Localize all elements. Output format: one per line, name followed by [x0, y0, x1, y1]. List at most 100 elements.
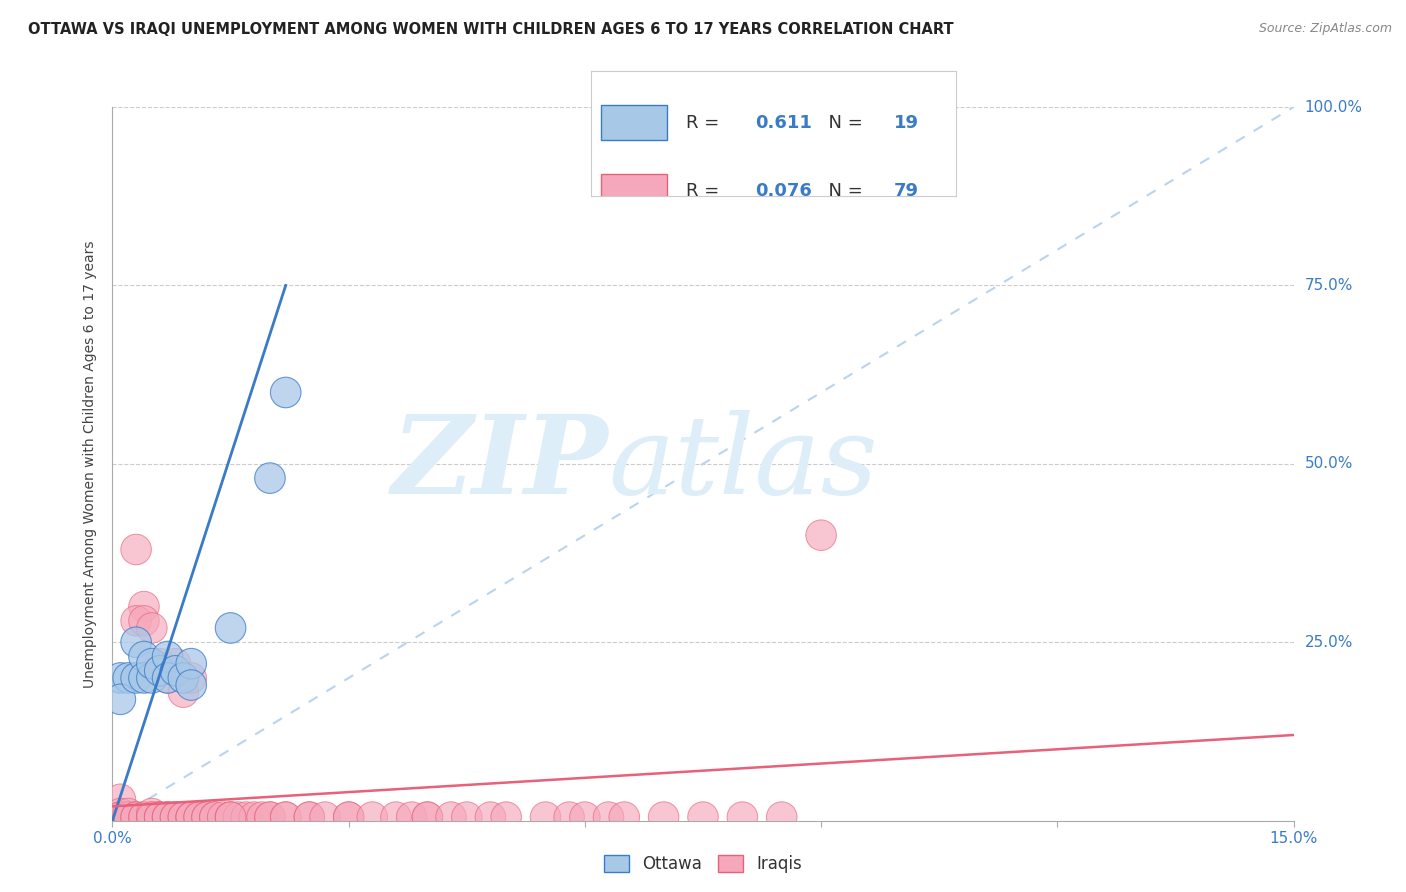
Ellipse shape	[145, 648, 174, 679]
Ellipse shape	[105, 802, 135, 832]
Ellipse shape	[215, 802, 246, 832]
Ellipse shape	[191, 802, 222, 832]
Ellipse shape	[105, 802, 135, 832]
Ellipse shape	[270, 377, 301, 408]
FancyBboxPatch shape	[602, 105, 668, 140]
Ellipse shape	[152, 663, 183, 693]
Ellipse shape	[160, 802, 191, 832]
Ellipse shape	[152, 802, 183, 832]
Ellipse shape	[112, 802, 143, 832]
Ellipse shape	[136, 663, 167, 693]
Ellipse shape	[208, 802, 238, 832]
Ellipse shape	[381, 802, 411, 832]
Ellipse shape	[105, 784, 135, 814]
Ellipse shape	[160, 656, 191, 686]
Ellipse shape	[224, 802, 253, 832]
Ellipse shape	[145, 656, 174, 686]
Ellipse shape	[112, 798, 143, 829]
Ellipse shape	[609, 802, 640, 832]
Ellipse shape	[152, 663, 183, 693]
Ellipse shape	[184, 802, 214, 832]
Text: 0.076: 0.076	[755, 182, 811, 200]
Ellipse shape	[176, 648, 207, 679]
Ellipse shape	[239, 802, 270, 832]
Text: 25.0%: 25.0%	[1305, 635, 1353, 649]
Ellipse shape	[569, 802, 600, 832]
Text: N =: N =	[817, 113, 869, 131]
Ellipse shape	[145, 802, 174, 832]
Ellipse shape	[396, 802, 427, 832]
Ellipse shape	[145, 802, 174, 832]
Ellipse shape	[766, 802, 797, 832]
Ellipse shape	[105, 798, 135, 829]
Ellipse shape	[215, 613, 246, 643]
Ellipse shape	[152, 641, 183, 672]
Ellipse shape	[176, 663, 207, 693]
Ellipse shape	[129, 663, 159, 693]
Ellipse shape	[412, 802, 443, 832]
Ellipse shape	[121, 802, 152, 832]
Ellipse shape	[121, 802, 152, 832]
Text: 79: 79	[894, 182, 920, 200]
Ellipse shape	[169, 663, 198, 693]
Ellipse shape	[491, 802, 522, 832]
Text: 75.0%: 75.0%	[1305, 278, 1353, 293]
Ellipse shape	[176, 802, 207, 832]
Ellipse shape	[530, 802, 561, 832]
Ellipse shape	[294, 802, 325, 832]
Ellipse shape	[688, 802, 718, 832]
Ellipse shape	[129, 591, 159, 622]
Ellipse shape	[176, 802, 207, 832]
Ellipse shape	[357, 802, 388, 832]
Ellipse shape	[169, 677, 198, 707]
Ellipse shape	[160, 802, 191, 832]
Ellipse shape	[136, 802, 167, 832]
Text: atlas: atlas	[609, 410, 879, 517]
FancyBboxPatch shape	[602, 174, 668, 209]
Ellipse shape	[112, 802, 143, 832]
Ellipse shape	[112, 663, 143, 693]
Ellipse shape	[160, 648, 191, 679]
Ellipse shape	[121, 606, 152, 636]
Ellipse shape	[129, 641, 159, 672]
Ellipse shape	[136, 613, 167, 643]
Ellipse shape	[136, 802, 167, 832]
Ellipse shape	[593, 802, 624, 832]
Legend: Ottawa, Iraqis: Ottawa, Iraqis	[598, 848, 808, 880]
Ellipse shape	[294, 802, 325, 832]
Ellipse shape	[247, 802, 277, 832]
Ellipse shape	[200, 802, 231, 832]
Ellipse shape	[121, 663, 152, 693]
Ellipse shape	[475, 802, 506, 832]
Ellipse shape	[152, 802, 183, 832]
Ellipse shape	[270, 802, 301, 832]
Ellipse shape	[169, 802, 198, 832]
Text: OTTAWA VS IRAQI UNEMPLOYMENT AMONG WOMEN WITH CHILDREN AGES 6 TO 17 YEARS CORREL: OTTAWA VS IRAQI UNEMPLOYMENT AMONG WOMEN…	[28, 22, 953, 37]
Ellipse shape	[169, 802, 198, 832]
Ellipse shape	[145, 802, 174, 832]
Ellipse shape	[129, 606, 159, 636]
Ellipse shape	[254, 463, 285, 493]
Text: 50.0%: 50.0%	[1305, 457, 1353, 471]
Ellipse shape	[309, 802, 340, 832]
Ellipse shape	[121, 627, 152, 657]
Ellipse shape	[215, 802, 246, 832]
Ellipse shape	[333, 802, 364, 832]
Ellipse shape	[270, 802, 301, 832]
Ellipse shape	[136, 798, 167, 829]
Text: R =: R =	[686, 113, 724, 131]
Ellipse shape	[184, 802, 214, 832]
Ellipse shape	[129, 802, 159, 832]
Text: Source: ZipAtlas.com: Source: ZipAtlas.com	[1258, 22, 1392, 36]
Ellipse shape	[412, 802, 443, 832]
Ellipse shape	[121, 534, 152, 565]
Ellipse shape	[231, 802, 262, 832]
Ellipse shape	[152, 802, 183, 832]
Ellipse shape	[727, 802, 758, 832]
Ellipse shape	[176, 670, 207, 700]
Text: 100.0%: 100.0%	[1305, 100, 1362, 114]
Text: 0.611: 0.611	[755, 113, 811, 131]
Y-axis label: Unemployment Among Women with Children Ages 6 to 17 years: Unemployment Among Women with Children A…	[83, 240, 97, 688]
Text: ZIP: ZIP	[392, 410, 609, 517]
Ellipse shape	[554, 802, 585, 832]
